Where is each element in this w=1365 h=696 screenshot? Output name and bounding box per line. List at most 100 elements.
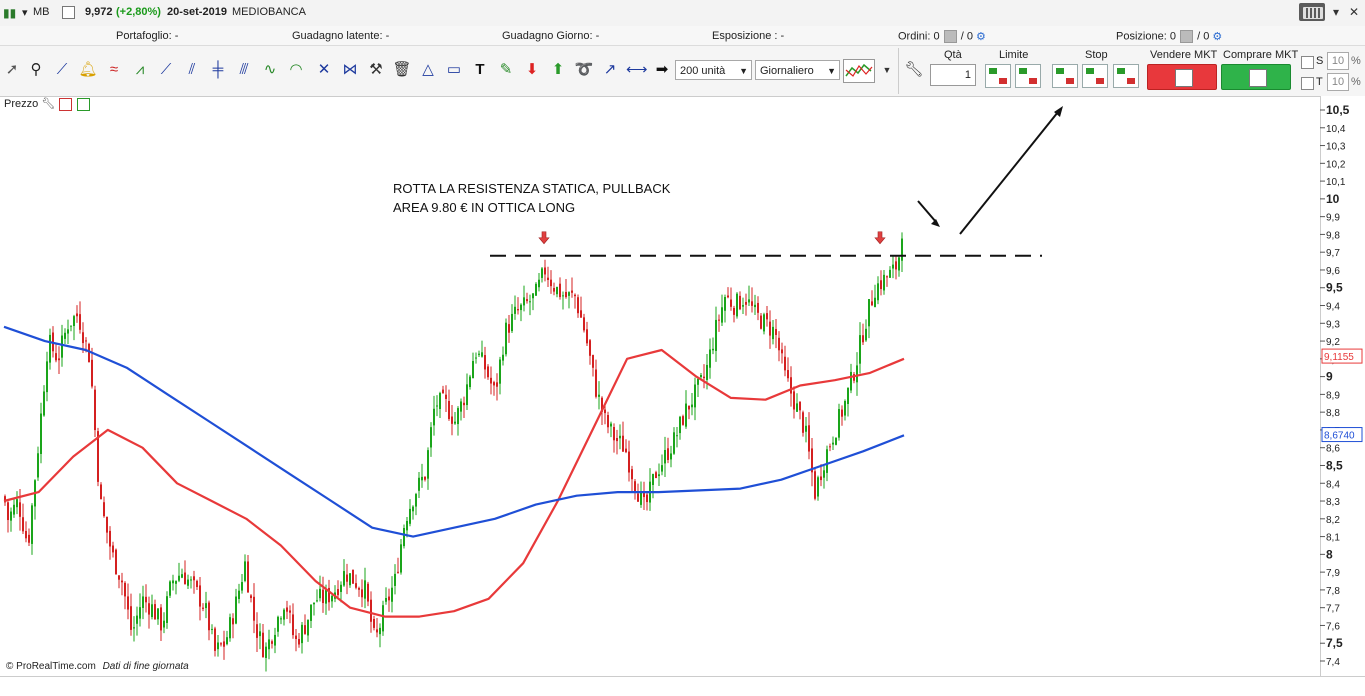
candle-body: [817, 477, 819, 497]
trendline-icon[interactable]: ⟋: [160, 61, 172, 78]
line-arrow-icon[interactable]: ⟷: [626, 61, 648, 78]
candle-body: [109, 530, 111, 547]
s-input[interactable]: 10: [1327, 52, 1349, 70]
candle-body: [43, 391, 45, 416]
pencil-icon[interactable]: ✎: [499, 61, 513, 78]
cross-arrows-icon[interactable]: ✕: [317, 61, 331, 78]
price-chart[interactable]: 10,5 10,4 10,3 10,2 10,1 10 9,9 9,8 9,7 9,6 9,5 9,4…: [0, 96, 1365, 676]
y-tick-label: 10,4: [1326, 124, 1346, 135]
s-checkbox[interactable]: [1301, 56, 1314, 69]
wave-icon[interactable]: ∿: [263, 61, 277, 78]
buy-market-button[interactable]: [1221, 64, 1291, 90]
ticker-dropdown-icon[interactable]: ▾: [22, 7, 28, 19]
trash-icon[interactable]: 🗑︎: [392, 61, 412, 78]
price-axis[interactable]: [1320, 96, 1365, 676]
rectangle-icon[interactable]: ▭: [446, 61, 462, 78]
candle-body: [736, 293, 738, 317]
candle-body: [616, 438, 618, 442]
candle-body: [634, 481, 636, 493]
candle-body: [439, 393, 441, 409]
candle-body: [46, 361, 48, 393]
y-tick-label: 8,2: [1326, 515, 1340, 526]
text-icon[interactable]: T: [475, 61, 485, 78]
indicators-icon[interactable]: [843, 59, 875, 83]
candle-body: [247, 561, 249, 593]
stop-sell-button[interactable]: [1082, 64, 1108, 88]
candle-body: [319, 588, 321, 599]
units-select[interactable]: 200 unità ▼: [675, 60, 752, 80]
candle-body: [199, 585, 201, 607]
candle-body: [394, 573, 396, 586]
orders-settings-icon[interactable]: ⚙: [976, 31, 986, 43]
candle-body: [880, 280, 882, 290]
t-checkbox[interactable]: [1301, 77, 1314, 90]
candle-body: [757, 302, 759, 313]
minimize-icon[interactable]: ▾: [1332, 5, 1340, 19]
arrow-up-green-icon[interactable]: ⬆: [551, 61, 565, 78]
candle-body: [823, 470, 825, 478]
candle-body: [637, 493, 639, 502]
pointer-icon[interactable]: ➚: [5, 61, 19, 78]
candle-body: [679, 416, 681, 434]
loop-icon[interactable]: ➰: [574, 61, 594, 78]
keyboard-icon[interactable]: [1299, 3, 1325, 21]
time-axis[interactable]: [0, 676, 1365, 696]
candle-body: [238, 590, 240, 599]
ticker-label[interactable]: MB: [33, 6, 50, 18]
alarm-bell-icon[interactable]: 🔔︎: [78, 61, 98, 78]
candle-body: [430, 427, 432, 448]
orders-cancel-icon[interactable]: [943, 30, 957, 43]
t-input[interactable]: 10: [1327, 73, 1349, 91]
wrench-icon[interactable]: 🔧︎: [904, 61, 924, 78]
stop-buy-button[interactable]: [1052, 64, 1078, 88]
indicators-dropdown-icon[interactable]: ▼: [882, 65, 892, 75]
legend-up-icon[interactable]: [77, 97, 91, 111]
parallel-lines-icon[interactable]: ⫻: [239, 61, 249, 78]
period-select[interactable]: Giornaliero ▼: [755, 60, 840, 80]
cross-lines-icon[interactable]: ╪: [212, 61, 224, 78]
candle-body: [592, 355, 594, 368]
candle-body: [418, 477, 420, 491]
limit-buy-button[interactable]: [985, 64, 1011, 88]
sell-market-button[interactable]: [1147, 64, 1217, 90]
candle-body: [742, 305, 744, 307]
arc-icon[interactable]: ◠: [289, 61, 303, 78]
chart-panel[interactable]: [0, 96, 1320, 677]
close-icon[interactable]: ✕: [1348, 5, 1360, 19]
arrow-down-red-icon[interactable]: ⬇: [525, 61, 539, 78]
position-info: Posizione: 0 / 0 ⚙: [1116, 30, 1222, 43]
details-icon[interactable]: [62, 6, 75, 19]
position-close-icon[interactable]: [1180, 30, 1194, 43]
orders-label: Ordini:: [898, 30, 931, 43]
stop-other-button[interactable]: [1113, 64, 1139, 88]
hammer-icon[interactable]: ⚒: [369, 61, 383, 78]
qty-input[interactable]: 1: [930, 64, 976, 86]
y-tick-label: 8,4: [1326, 479, 1340, 490]
chart-type-icon[interactable]: ▮▮: [3, 6, 17, 20]
t-pct: %: [1351, 76, 1361, 88]
position-settings-icon[interactable]: ⚙: [1212, 31, 1223, 43]
channel-icon[interactable]: ⫽: [188, 61, 196, 78]
right-arrow-icon[interactable]: ➡: [655, 61, 669, 78]
wrench-icon[interactable]: 🔧︎: [41, 98, 56, 110]
diagonal-arrow-icon[interactable]: ↗: [603, 61, 617, 78]
fan-icon[interactable]: ⩘: [135, 61, 145, 78]
projection-arrowhead-icon: [1054, 106, 1063, 117]
candle-body: [664, 450, 666, 464]
limit-sell-button[interactable]: [1015, 64, 1041, 88]
candle-body: [673, 432, 675, 454]
candle-body: [640, 491, 642, 505]
legend-down-icon[interactable]: [59, 97, 73, 111]
candle-body: [499, 359, 501, 384]
candle-body: [784, 356, 786, 371]
fork-icon[interactable]: ⋈: [342, 61, 358, 78]
candle-body: [787, 370, 789, 379]
triangle-icon[interactable]: △: [422, 61, 434, 78]
zoom-icon[interactable]: ⚲: [30, 61, 42, 78]
candle-body: [577, 297, 579, 314]
candle-body: [271, 641, 273, 644]
candle-body: [883, 274, 885, 291]
candle-body: [415, 494, 417, 507]
ruler-icon[interactable]: ⟋: [56, 61, 68, 78]
zigzag-icon[interactable]: ≈: [109, 61, 119, 78]
